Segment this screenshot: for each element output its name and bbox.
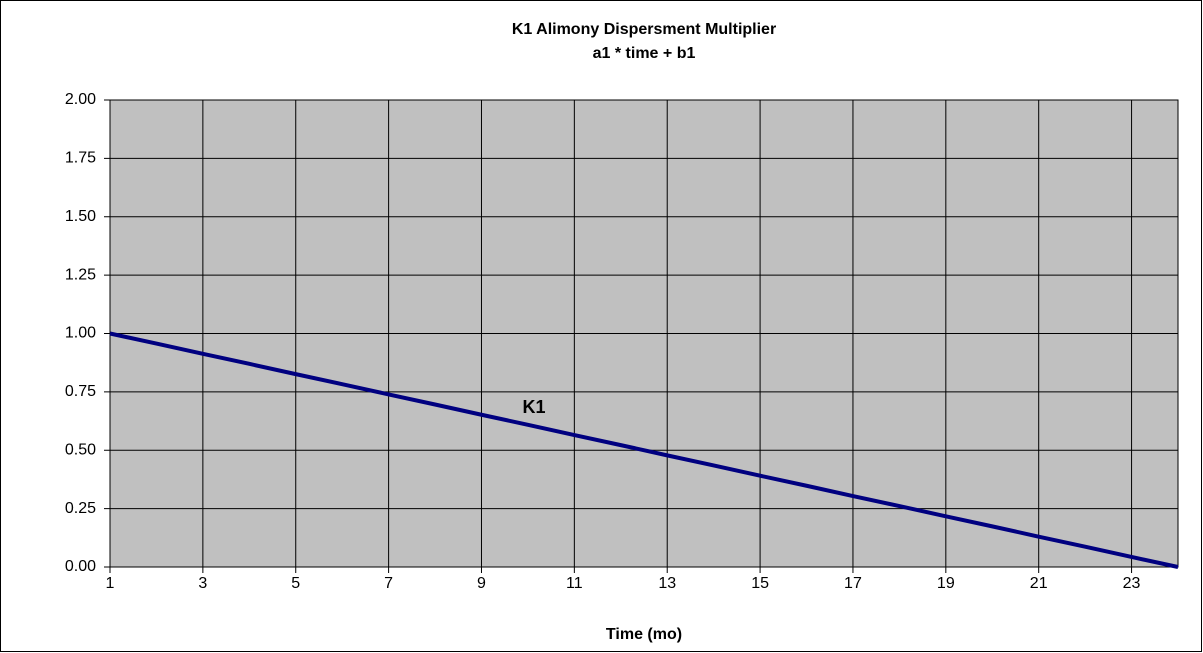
- series-line: [109, 331, 1179, 569]
- x-tick-label: 9: [477, 575, 486, 592]
- chart-title: K1 Alimony Dispersment Multiplier: [512, 21, 776, 38]
- x-tick-label: 11: [566, 575, 583, 592]
- x-axis-label: Time (mo): [606, 626, 682, 643]
- y-tick-label: 0.00: [65, 558, 96, 575]
- x-tick-label: 7: [384, 575, 393, 592]
- y-tick-label: 0.50: [65, 441, 96, 458]
- x-tick-label: 1: [106, 575, 115, 592]
- series-label: K1: [522, 397, 545, 417]
- y-tick-label: 1.50: [65, 208, 96, 225]
- y-tick-label: 1.25: [65, 266, 96, 283]
- x-tick-label: 3: [198, 575, 207, 592]
- y-tick-label: 1.75: [65, 150, 96, 167]
- x-tick-label: 21: [1030, 575, 1048, 592]
- x-tick-label: 5: [291, 575, 300, 592]
- x-tick-label: 15: [751, 575, 769, 592]
- y-tick-label: 1.00: [65, 325, 96, 342]
- x-tick-label: 23: [1123, 575, 1141, 592]
- y-tick-label: 0.25: [65, 500, 96, 517]
- y-tick-label: 2.00: [65, 91, 96, 108]
- x-tick-label: 13: [658, 575, 676, 592]
- chart-subtitle: a1 * time + b1: [593, 45, 696, 62]
- x-tick-label: 17: [844, 575, 862, 592]
- x-tick-label: 19: [937, 575, 955, 592]
- y-tick-label: 0.75: [65, 383, 96, 400]
